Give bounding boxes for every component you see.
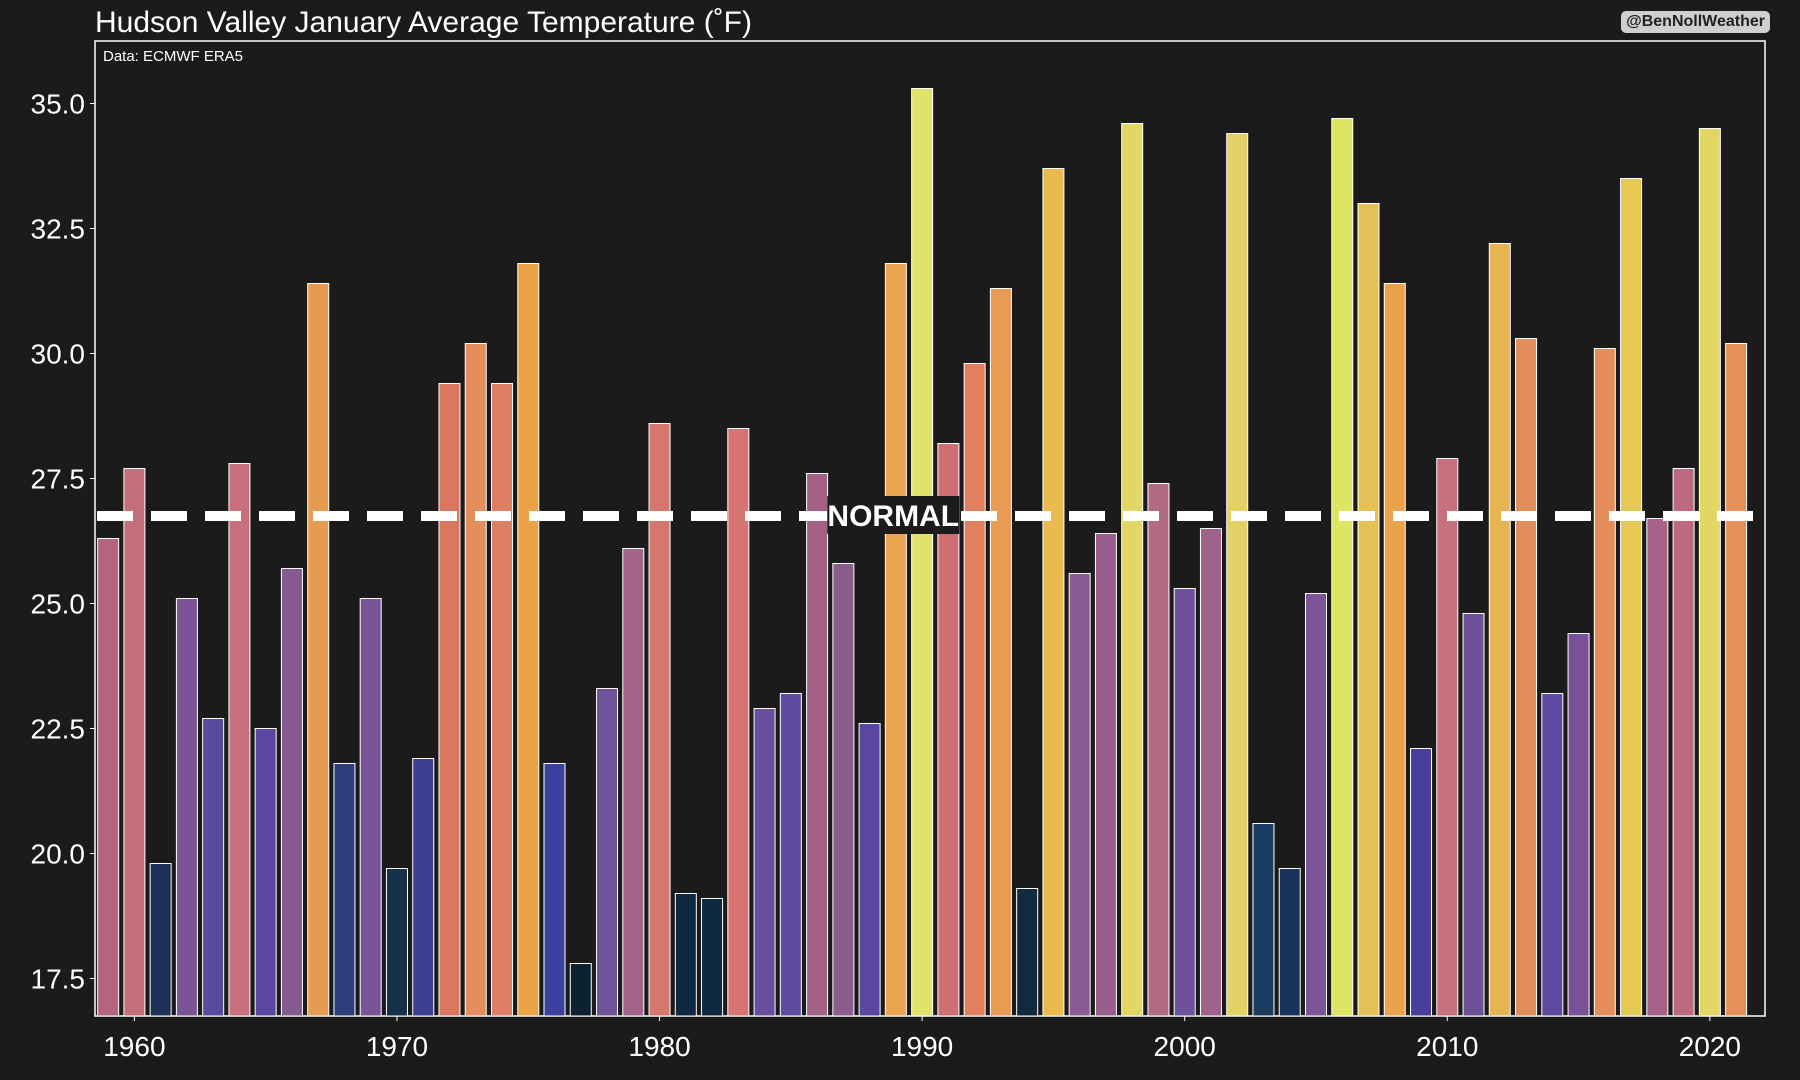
bar-2008 (1383, 283, 1406, 1017)
x-axis: 1960 1970 1980 1990 2000 2010 2020 (103, 1016, 1741, 1062)
bar-1986 (806, 473, 829, 1017)
bar-2015 (1567, 633, 1590, 1017)
bar-2011 (1462, 613, 1485, 1017)
bar-2016 (1593, 348, 1616, 1017)
y-tick-label: 30.0 (31, 339, 86, 370)
bar-1971 (412, 758, 435, 1017)
bar-1960 (123, 468, 146, 1017)
bar-1964 (228, 463, 251, 1017)
x-tick-label: 1980 (628, 1031, 690, 1062)
credit-badge: @BenNollWeather (1621, 11, 1770, 33)
y-axis: 17.5 20.0 22.5 25.0 27.5 30.0 32.5 35.0 (31, 89, 95, 995)
bar-1987 (832, 563, 855, 1017)
bar-1989 (884, 263, 907, 1017)
y-tick-label: 20.0 (31, 839, 86, 870)
bar-2020 (1698, 128, 1721, 1017)
bar-2007 (1357, 203, 1380, 1017)
bar-1965 (254, 728, 277, 1017)
x-tick-label: 1990 (891, 1031, 953, 1062)
bar-1981 (674, 893, 697, 1017)
y-tick-label: 35.0 (31, 89, 86, 120)
y-tick-label: 32.5 (31, 214, 86, 245)
bar-1970 (385, 868, 408, 1017)
bar-1984 (753, 708, 776, 1017)
normal-label: NORMAL (827, 500, 959, 533)
bar-2003 (1252, 823, 1275, 1017)
bar-1968 (333, 763, 356, 1017)
bar-2000 (1173, 588, 1196, 1017)
bar-1972 (438, 383, 461, 1017)
bar-1977 (569, 963, 592, 1017)
source-note: Data: ECMWF ERA5 (103, 48, 243, 65)
bar-2021 (1725, 343, 1748, 1017)
bar-1967 (307, 283, 330, 1017)
bar-1996 (1068, 573, 1091, 1017)
bar-1985 (779, 693, 802, 1017)
bar-2010 (1436, 458, 1459, 1017)
y-tick-label: 17.5 (31, 964, 86, 995)
bar-1978 (596, 688, 619, 1017)
bar-2004 (1278, 868, 1301, 1017)
bar-2019 (1672, 468, 1695, 1017)
bar-1993 (989, 288, 1012, 1017)
bar-2014 (1541, 693, 1564, 1017)
bar-1998 (1121, 123, 1144, 1017)
bar-2005 (1304, 593, 1327, 1017)
bar-2017 (1620, 178, 1643, 1017)
normal-label-group: NORMAL (827, 496, 960, 534)
bar-1974 (490, 383, 513, 1017)
bar-1976 (543, 763, 566, 1017)
bar-2006 (1331, 118, 1354, 1017)
x-tick-label: 2010 (1416, 1031, 1478, 1062)
y-tick-label: 25.0 (31, 589, 86, 620)
x-tick-label: 1970 (366, 1031, 428, 1062)
x-tick-label: 2020 (1679, 1031, 1741, 1062)
bar-1990 (911, 88, 934, 1017)
bar-1959 (97, 538, 120, 1017)
bar-2001 (1199, 528, 1222, 1017)
bar-2013 (1515, 338, 1538, 1017)
normal-label-background (827, 496, 960, 534)
bar-1995 (1042, 168, 1065, 1017)
bar-2009 (1410, 748, 1433, 1017)
bar-1975 (517, 263, 540, 1017)
bar-1979 (622, 548, 645, 1017)
bar-1963 (202, 718, 225, 1017)
y-tick-label: 22.5 (31, 714, 86, 745)
x-tick-label: 1960 (103, 1031, 165, 1062)
bar-1982 (701, 898, 724, 1017)
bar-2018 (1646, 518, 1669, 1017)
bar-1983 (727, 428, 750, 1017)
bar-1966 (280, 568, 303, 1017)
bar-1988 (858, 723, 881, 1017)
y-tick-label: 27.5 (31, 464, 86, 495)
bar-2002 (1226, 133, 1249, 1017)
bar-1999 (1147, 483, 1170, 1017)
bar-1994 (1016, 888, 1039, 1017)
bar-1991 (937, 443, 960, 1017)
bar-1997 (1094, 533, 1117, 1017)
bar-1962 (175, 598, 198, 1017)
x-tick-label: 2000 (1154, 1031, 1216, 1062)
bar-1969 (359, 598, 382, 1017)
bar-2012 (1488, 243, 1511, 1017)
chart-title: Hudson Valley January Average Temperatur… (95, 6, 752, 39)
bar-1992 (963, 363, 986, 1017)
bar-1961 (149, 863, 172, 1017)
bar-1973 (464, 343, 487, 1017)
